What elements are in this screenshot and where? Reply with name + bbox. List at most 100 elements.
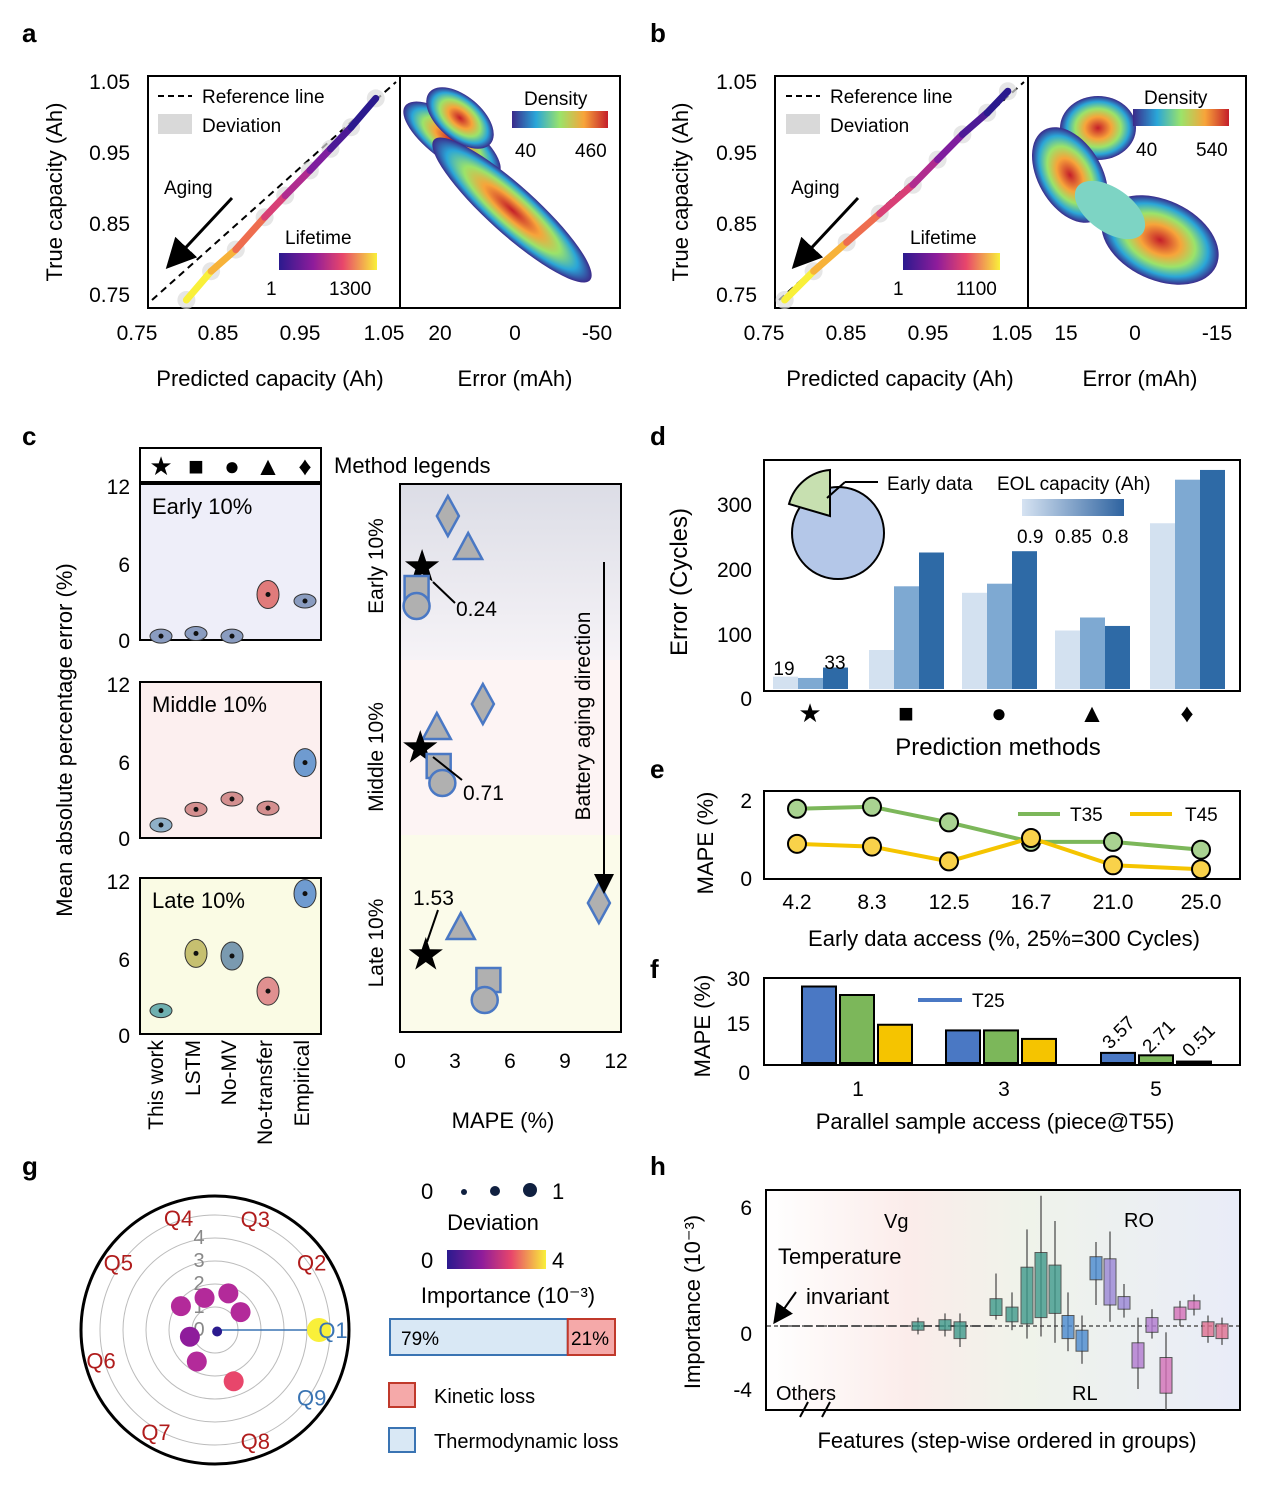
y-tick: 200	[717, 559, 752, 582]
legend-deviation-label: Deviation	[830, 116, 909, 137]
panel-h: Vg RO RL Others Temperature invariant 6 …	[680, 1189, 1241, 1453]
circle-mark	[470, 985, 499, 1015]
panel-b-points	[775, 82, 1017, 309]
eol-tick: 0.85	[1055, 527, 1092, 548]
bar	[1105, 625, 1130, 689]
share-kinetic-label: 21%	[571, 1329, 609, 1350]
capacity-trace-segment	[843, 210, 884, 246]
bar-data-label: 19	[773, 659, 794, 680]
panel-b: Aging Reference line Deviation Lifetime …	[668, 71, 1247, 391]
bar	[877, 1023, 913, 1064]
colorbar-max: 1100	[956, 279, 997, 300]
capacity-trace-segment	[347, 94, 380, 131]
diamond-mark	[470, 681, 496, 727]
bar	[1175, 479, 1200, 689]
method-symbol-triangle: ▲	[255, 451, 281, 481]
capacity-trace-segment	[232, 213, 269, 254]
category-label: This work	[145, 1040, 168, 1130]
deviation-label: Deviation	[447, 1210, 539, 1235]
density-title: Density	[1144, 88, 1208, 109]
series-point	[1021, 828, 1041, 848]
legend-title: EOL capacity (Ah)	[997, 474, 1150, 495]
eol-tick: 0.8	[1102, 527, 1128, 548]
capacity-trace-segment	[326, 123, 355, 153]
series-point	[1191, 839, 1211, 860]
y-tick: 12	[107, 476, 130, 499]
group-label-rl: RL	[1072, 1383, 1098, 1405]
x-tick: 5	[1150, 1078, 1162, 1101]
bar	[869, 650, 894, 689]
panel-c-right: 0.24 0.71 1.53 Battery aging direction E…	[365, 483, 628, 1133]
legend-reference-label: Reference line	[202, 87, 325, 108]
panel-a: Aging Reference line Deviation Lifetime …	[42, 71, 621, 391]
bar	[962, 592, 987, 689]
polar-point	[218, 1283, 239, 1304]
kinetic-swatch	[388, 1382, 416, 1408]
bar	[1100, 1051, 1136, 1065]
y-tick: 12	[107, 871, 130, 894]
polar-point	[230, 1302, 251, 1323]
panel-c-left: ★ ■ ● ▲ ♦ Method legends Early 10% Middl…	[52, 447, 491, 1145]
polar-point	[170, 1296, 191, 1317]
row-label: Middle 10%	[365, 702, 388, 812]
importance-min: 0	[421, 1248, 433, 1273]
method-legend-label: Method legends	[334, 453, 491, 478]
lifetime-colorbar	[279, 253, 377, 270]
error-tick: -15	[1202, 322, 1232, 345]
loss-share-bar	[389, 1318, 616, 1356]
polar-point	[223, 1371, 244, 1392]
polar-point	[194, 1287, 215, 1308]
bar	[1012, 551, 1037, 689]
capacity-trace-segment	[261, 192, 289, 221]
deviation-small-marker	[461, 1189, 467, 1195]
colorbar-min: 1	[266, 279, 277, 300]
annotation-arrow	[773, 1291, 797, 1325]
deviation-mid-marker	[490, 1186, 500, 1196]
y-axis-label: MAPE (%)	[693, 792, 718, 895]
error-tick: -50	[582, 322, 612, 345]
circle-mark	[402, 591, 431, 621]
series-point	[1103, 855, 1123, 876]
x-tick: 3	[449, 1050, 461, 1073]
y-tick: 15	[727, 1013, 750, 1036]
series-point	[939, 812, 959, 833]
row-label: Early 10%	[365, 518, 388, 614]
kinetic-share	[566, 1318, 616, 1356]
axis-label: Q1	[318, 1318, 347, 1343]
colorbar-title: Lifetime	[910, 228, 977, 249]
series-point	[787, 798, 807, 819]
box	[1131, 1342, 1145, 1369]
star-mark	[405, 549, 440, 582]
bar	[839, 994, 875, 1064]
aging-arrow	[165, 196, 234, 269]
capacity-trace-segment	[876, 181, 917, 218]
violin-median	[302, 598, 308, 604]
y-tick: 1.05	[716, 71, 757, 94]
box	[1103, 1258, 1117, 1306]
violin-median	[158, 633, 164, 639]
legend-deviation-label: Deviation	[202, 116, 281, 137]
x-tick: 12.5	[929, 891, 970, 914]
deviation-max: 1	[552, 1179, 564, 1204]
x-tick: 1	[852, 1078, 864, 1101]
density-colorbar	[1133, 109, 1229, 126]
eol-colorbar	[1022, 499, 1124, 516]
group-label-others: Others	[776, 1383, 836, 1405]
density-min: 40	[1136, 140, 1157, 161]
bar	[823, 667, 848, 689]
method-symbol: ●	[991, 698, 1007, 728]
violin-median	[265, 592, 271, 597]
bar	[801, 985, 837, 1064]
box	[1075, 1329, 1089, 1352]
y-tick: 0	[740, 688, 752, 711]
panel-h-boxes	[780, 1195, 1229, 1410]
bar	[1138, 1054, 1174, 1064]
series-point	[862, 836, 882, 857]
panel-e: T35 T45 2 0 4.2 8.3 12.5 16.7 21.0 25.0 Early…	[693, 790, 1241, 951]
x-axis-label: Parallel sample access (piece@T55)	[816, 1109, 1175, 1134]
x-tick: 0.75	[117, 322, 158, 345]
density-max: 540	[1196, 140, 1228, 161]
box	[1089, 1256, 1103, 1281]
y-tick: 0.75	[89, 284, 130, 307]
